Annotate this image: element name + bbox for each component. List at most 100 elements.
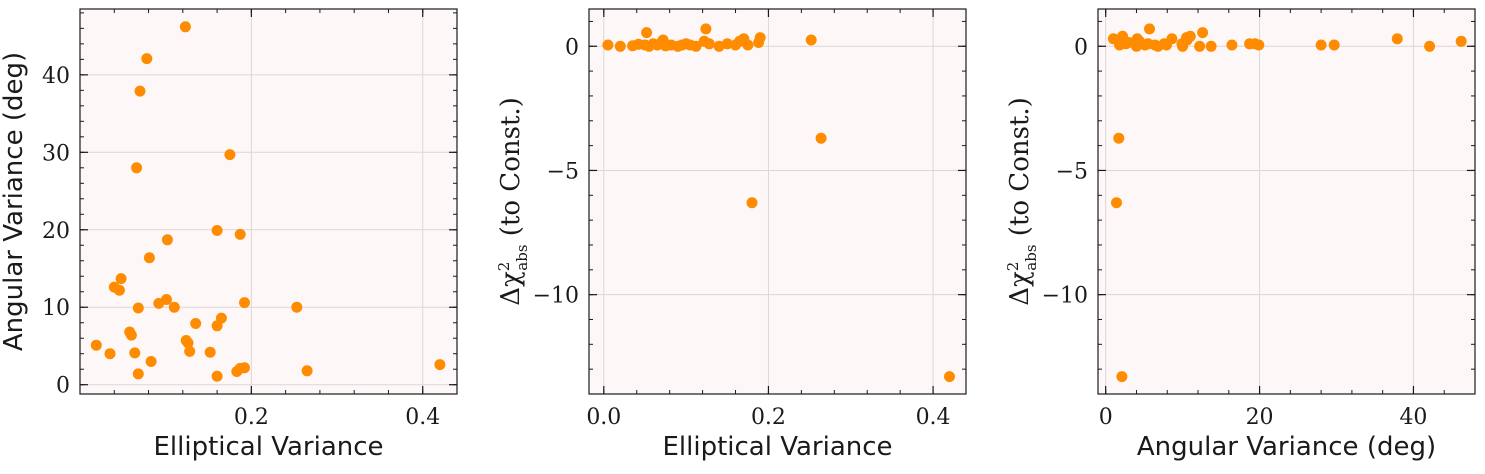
data-point xyxy=(944,371,955,383)
y-label-subscript: abs xyxy=(1022,244,1040,270)
data-point xyxy=(129,347,141,359)
data-point xyxy=(1184,30,1196,42)
data-point xyxy=(204,346,216,358)
data-point xyxy=(1391,33,1403,45)
x-tick-label: 0.0 xyxy=(586,405,621,430)
data-point xyxy=(90,339,102,351)
axes-frame xyxy=(79,8,458,395)
y-label-symbol: Δχ xyxy=(496,271,526,306)
x-tick-label: 0 xyxy=(1099,405,1113,430)
data-point xyxy=(1424,40,1436,52)
data-point xyxy=(301,365,313,377)
data-point xyxy=(179,21,191,33)
data-point xyxy=(143,252,155,264)
data-point xyxy=(104,348,116,360)
data-point xyxy=(113,284,125,296)
y-label-symbol: Δχ xyxy=(1005,271,1035,306)
data-point xyxy=(131,162,143,174)
data-point xyxy=(641,27,653,39)
data-point xyxy=(1455,35,1467,47)
y-tick-label: 30 xyxy=(42,141,70,166)
data-point xyxy=(614,40,626,52)
data-point xyxy=(657,34,669,46)
y-label-subscript: abs xyxy=(513,244,531,270)
data-point xyxy=(182,337,194,349)
data-point xyxy=(742,39,754,51)
data-point xyxy=(1253,39,1265,51)
y-axis-label: Angular Variance (deg) xyxy=(0,52,29,351)
data-point xyxy=(132,302,144,314)
y-tick-label: −5 xyxy=(1056,159,1088,184)
y-label-suffix: (to Const.) xyxy=(496,97,526,244)
data-point xyxy=(1194,40,1206,52)
x-axis-label: Elliptical Variance xyxy=(662,432,892,462)
axes-frame xyxy=(588,8,967,395)
y-axis-label: Δχ2abs (to Const.) xyxy=(495,97,531,306)
data-point xyxy=(184,345,196,357)
data-point xyxy=(211,225,223,236)
data-point xyxy=(1197,27,1209,39)
x-tick-label: 0.4 xyxy=(916,405,951,430)
data-point xyxy=(1113,132,1125,144)
data-point xyxy=(168,301,180,313)
data-point xyxy=(690,40,702,52)
panel-delta-chi2-vs-elliptical: 0.0 0.2 0.4 0 −5 −10 Elliptical Variance Δχ2abs… xyxy=(495,8,967,462)
panel-delta-chi2-vs-angular: 0 20 40 0 −5 −10 Angular Variance (deg) Δχ2abs … xyxy=(1004,8,1476,462)
data-point xyxy=(134,85,146,97)
data-point xyxy=(224,149,236,161)
x-tick-label: 0.2 xyxy=(751,405,786,430)
data-point xyxy=(1328,39,1340,51)
data-point xyxy=(161,234,173,246)
data-point xyxy=(815,132,827,144)
y-tick-label: −5 xyxy=(547,159,579,184)
data-point xyxy=(746,197,758,209)
data-point xyxy=(132,368,144,380)
y-tick-label: −10 xyxy=(1042,284,1088,309)
data-point xyxy=(239,297,250,309)
y-axis-label: Δχ2abs (to Const.) xyxy=(1004,97,1040,306)
data-point xyxy=(231,366,243,377)
plot-area xyxy=(80,9,457,394)
x-tick-label: 40 xyxy=(1399,405,1427,430)
data-point xyxy=(1116,371,1128,383)
y-tick-label: 40 xyxy=(42,64,70,89)
x-tick-label: 20 xyxy=(1246,405,1274,430)
y-tick-label: 20 xyxy=(42,219,70,244)
data-point xyxy=(434,359,446,371)
data-point xyxy=(161,294,172,305)
data-point xyxy=(141,53,153,65)
data-point xyxy=(115,273,127,285)
x-tick-label: 0.2 xyxy=(234,405,269,430)
data-point xyxy=(805,34,817,46)
y-tick-label: 0 xyxy=(56,374,70,399)
data-point xyxy=(1226,39,1238,51)
y-tick-label: 0 xyxy=(1074,35,1088,60)
data-point xyxy=(754,32,766,44)
axes-frame xyxy=(1097,8,1476,395)
data-point xyxy=(145,356,157,367)
data-point xyxy=(211,320,223,332)
data-point xyxy=(721,38,733,50)
y-tick-label: 0 xyxy=(565,35,579,60)
x-axis-label: Angular Variance (deg) xyxy=(1137,432,1436,462)
data-point xyxy=(1144,23,1155,35)
data-point xyxy=(1166,33,1178,45)
y-tick-label: 10 xyxy=(42,296,70,321)
panel-angular-vs-elliptical: 0.2 0.4 0 10 20 30 40 Elliptical Variance Angula… xyxy=(0,8,458,462)
y-label-superscript: 2 xyxy=(1004,262,1022,272)
data-point xyxy=(1205,40,1217,52)
x-tick-label: 0.4 xyxy=(405,405,440,430)
y-tick-label: −10 xyxy=(533,284,579,309)
data-point xyxy=(602,39,614,51)
data-point xyxy=(291,301,303,313)
data-point xyxy=(703,38,715,50)
plot-area xyxy=(1098,9,1475,394)
data-point xyxy=(190,318,202,329)
y-label-superscript: 2 xyxy=(495,262,513,272)
data-point xyxy=(234,228,246,240)
data-point xyxy=(1111,197,1122,209)
data-point xyxy=(1315,39,1327,51)
y-label-suffix: (to Const.) xyxy=(1005,97,1035,244)
data-point xyxy=(125,329,137,341)
